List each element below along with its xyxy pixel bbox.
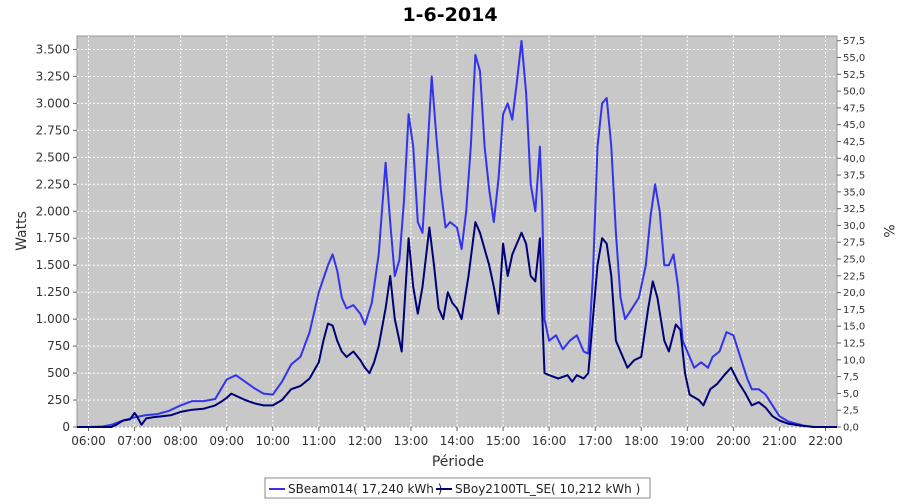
x-tick-label: 10:00 xyxy=(255,434,290,448)
x-tick-label: 14:00 xyxy=(440,434,475,448)
x-tick-label: 20:00 xyxy=(716,434,751,448)
y-tick-label: 3.000 xyxy=(36,96,70,110)
series-lines xyxy=(77,39,837,428)
x-axis: 06:00 07:00 08:00 09:00 10:00 11:00 12:00 13:00… xyxy=(71,427,843,448)
y2-tick-label: 7,5 xyxy=(843,372,859,383)
legend-box xyxy=(264,477,651,499)
y2-tick-label: 20,0 xyxy=(843,288,865,299)
chart-title: 1-6-2014 xyxy=(402,4,497,26)
y2-tick-label: 50,0 xyxy=(843,87,865,98)
x-tick-label: 08:00 xyxy=(163,434,198,448)
y-tick-label: 2.000 xyxy=(36,204,70,218)
x-tick-label: 06:00 xyxy=(71,434,106,448)
y2-tick-label: 27,5 xyxy=(843,238,865,249)
x-tick-label: 11:00 xyxy=(302,434,337,448)
y2-tick-label: 52,5 xyxy=(843,70,865,81)
y-tick-label: 1.250 xyxy=(36,285,70,299)
x-tick-label: 13:00 xyxy=(394,434,429,448)
x-tick-label: 19:00 xyxy=(670,434,705,448)
series-line-0 xyxy=(77,39,837,428)
y2-tick-label: 32,5 xyxy=(843,204,865,215)
x-tick-label: 17:00 xyxy=(578,434,613,448)
y2-tick-label: 10,0 xyxy=(843,355,865,366)
y2-tick-label: 35,0 xyxy=(843,187,865,198)
y-tick-label: 1.750 xyxy=(36,231,70,245)
y-axis: 0 250 500 750 1.000 1.250 1.500 1.750 2.000 2.250… xyxy=(36,42,77,434)
y2-axis: 0,0 2,5 5,0 7,5 10,0 12,5 15,0 17,5 20,0 22,5 25,0… xyxy=(837,36,865,434)
y-tick-label: 500 xyxy=(47,366,70,380)
y2-tick-label: 40,0 xyxy=(843,154,865,165)
x-tick-label: 07:00 xyxy=(117,434,152,448)
y2-tick-label: 2,5 xyxy=(843,406,859,417)
y2-tick-label: 22,5 xyxy=(843,271,865,282)
y-tick-label: 1.500 xyxy=(36,258,70,272)
y-axis-label: Watts xyxy=(14,211,30,251)
y2-tick-label: 47,5 xyxy=(843,103,865,114)
series-line-1 xyxy=(77,221,837,428)
y-tick-label: 750 xyxy=(47,339,70,353)
y-tick-label: 1.000 xyxy=(36,312,70,326)
x-tick-label: 21:00 xyxy=(762,434,797,448)
y2-tick-label: 42,5 xyxy=(843,137,865,148)
legend: SBeam014( 17,240 kWh ) SBoy2100TL_SE( 10… xyxy=(264,477,651,499)
x-tick-label: 09:00 xyxy=(209,434,244,448)
grid-lines xyxy=(77,36,837,428)
y-tick-label: 3.500 xyxy=(36,42,70,56)
y-tick-label: 250 xyxy=(47,393,70,407)
x-tick-label: 12:00 xyxy=(348,434,383,448)
legend-label-sbeam: SBeam014( 17,240 kWh ) xyxy=(288,482,442,496)
legend-label-sboy: SBoy2100TL_SE( 10,212 kWh ) xyxy=(455,482,640,496)
y2-tick-label: 57,5 xyxy=(843,36,865,47)
y2-tick-label: 17,5 xyxy=(843,305,865,316)
y-tick-label: 2.500 xyxy=(36,150,70,164)
y2-tick-label: 15,0 xyxy=(843,322,865,333)
y2-tick-label: 30,0 xyxy=(843,221,865,232)
y2-tick-label: 45,0 xyxy=(843,120,865,131)
y2-tick-label: 25,0 xyxy=(843,255,865,266)
x-tick-label: 16:00 xyxy=(532,434,567,448)
x-tick-label: 18:00 xyxy=(624,434,659,448)
x-axis-label: Période xyxy=(432,454,484,470)
y-tick-label: 2.750 xyxy=(36,123,70,137)
x-tick-label: 22:00 xyxy=(808,434,843,448)
y2-tick-label: 37,5 xyxy=(843,171,865,182)
x-tick-label: 15:00 xyxy=(486,434,521,448)
y2-axis-label: % xyxy=(880,224,896,237)
y-tick-label: 2.250 xyxy=(36,177,70,191)
y2-tick-label: 5,0 xyxy=(843,389,859,400)
y-tick-label: 0 xyxy=(62,420,70,434)
y2-tick-label: 12,5 xyxy=(843,339,865,350)
y2-tick-label: 0,0 xyxy=(843,423,859,434)
y-tick-label: 3.250 xyxy=(36,69,70,83)
y2-tick-label: 55,0 xyxy=(843,53,865,64)
